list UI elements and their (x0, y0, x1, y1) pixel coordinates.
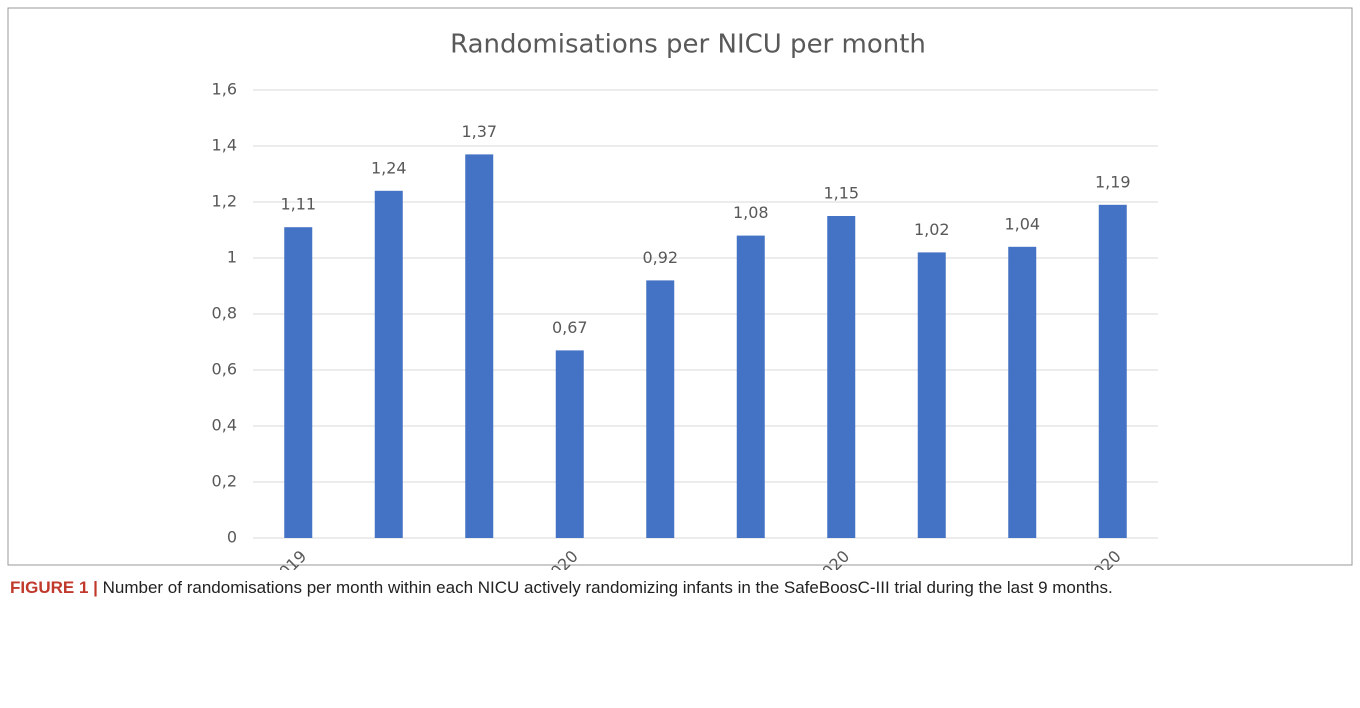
caption: FIGURE 1 | Number of randomisations per … (10, 578, 1113, 598)
x-tick-label: 18-12-2019 (231, 547, 310, 570)
y-tick-label: 1,4 (212, 136, 237, 155)
bar (917, 252, 946, 538)
data-label: 0,67 (552, 318, 588, 337)
caption-text: Number of randomisations per month withi… (102, 578, 1113, 597)
bar (827, 216, 856, 538)
bar (555, 350, 584, 538)
y-tick-label: 0 (227, 528, 237, 547)
data-label: 1,08 (733, 203, 769, 222)
bar (1008, 246, 1037, 539)
caption-label: FIGURE 1 | (10, 578, 98, 597)
y-tick-label: 1,6 (212, 80, 237, 99)
chart-title: Randomisations per NICU per month (450, 30, 926, 60)
data-label: 0,92 (642, 248, 678, 267)
y-tick-label: 1 (227, 248, 237, 267)
y-tick-label: 0,4 (212, 416, 237, 435)
chart: Randomisations per NICU per month 0 0,2 0,… (7, 7, 1353, 570)
bar (736, 235, 765, 538)
data-label: 1,11 (280, 195, 316, 214)
data-label: 1,04 (1004, 214, 1040, 233)
bar (374, 190, 403, 539)
x-tick-label: 18-09-2020 (1046, 547, 1125, 570)
x-tick-label: 18-03-2020 (503, 547, 582, 570)
data-label: 1,37 (461, 122, 497, 141)
y-tick-label: 0,2 (212, 472, 237, 491)
y-tick-label: 0,6 (212, 360, 237, 379)
bar (646, 280, 675, 538)
bar (465, 154, 494, 538)
data-label: 1,15 (823, 184, 859, 203)
data-label: 1,02 (914, 220, 950, 239)
data-label: 1,24 (371, 158, 407, 177)
y-tick-label: 1,2 (212, 192, 237, 211)
bar (1098, 204, 1127, 539)
y-tick-label: 0,8 (212, 304, 237, 323)
chart-border (7, 7, 1353, 566)
bar (284, 227, 313, 538)
x-tick-label: 18-06-2020 (774, 547, 853, 570)
data-label: 1,19 (1095, 172, 1131, 191)
